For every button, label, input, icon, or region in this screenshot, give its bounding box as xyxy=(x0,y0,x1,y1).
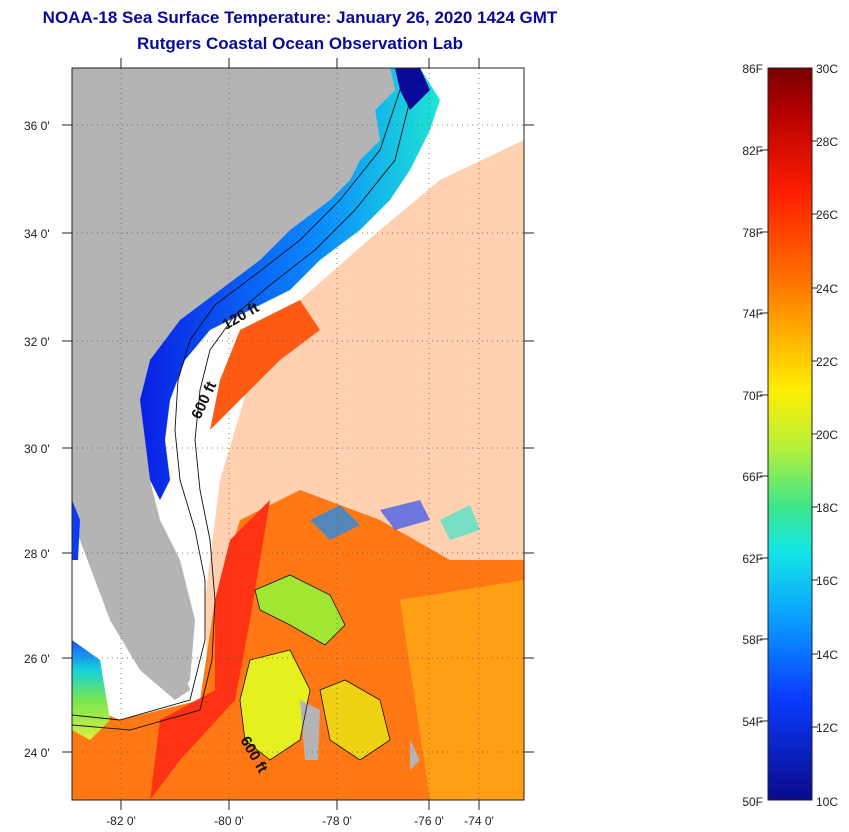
colorbar-f-label: 54F xyxy=(742,715,763,729)
colorbar-c-label: 14C xyxy=(816,648,838,662)
colorbar-c-label: 22C xyxy=(816,355,838,369)
lon-label: -80 0' xyxy=(214,814,244,828)
colorbar-c-label: 20C xyxy=(816,428,838,442)
colorbar-f-label: 86F xyxy=(742,62,763,76)
map-image xyxy=(72,68,524,800)
colorbar-c-label: 24C xyxy=(816,282,838,296)
colorbar-c-label: 12C xyxy=(816,721,838,735)
colorbar-f-label: 78F xyxy=(742,226,763,240)
colorbar-f-label: 66F xyxy=(742,470,763,484)
lat-label: 34 0' xyxy=(24,227,50,241)
map-subtitle: Rutgers Coastal Ocean Observation Lab xyxy=(137,34,463,53)
colorbar-f-label: 70F xyxy=(742,389,763,403)
colorbar-c-label: 30C xyxy=(816,62,838,76)
colorbar-f-label: 50F xyxy=(742,795,763,809)
colorbar-c-label: 16C xyxy=(816,574,838,588)
colorbar-c-label: 28C xyxy=(816,135,838,149)
lon-label: -76 0' xyxy=(414,814,444,828)
lon-label: -74 0' xyxy=(464,814,494,828)
lat-label: 32 0' xyxy=(24,335,50,349)
colorbar-f-label: 62F xyxy=(742,552,763,566)
colorbar-c-label: 18C xyxy=(816,501,838,515)
lat-label: 24 0' xyxy=(24,746,50,760)
lon-label: -78 0' xyxy=(322,814,352,828)
lat-label: 30 0' xyxy=(24,442,50,456)
map-title: NOAA-18 Sea Surface Temperature: January… xyxy=(42,8,558,27)
lat-label: 26 0' xyxy=(24,652,50,666)
lon-label: -82 0' xyxy=(106,814,136,828)
map-frame xyxy=(71,67,525,801)
lat-label: 36 0' xyxy=(24,119,50,133)
colorbar-f-label: 82F xyxy=(742,144,763,158)
colorbar-f-label: 58F xyxy=(742,633,763,647)
colorbar-f-label: 74F xyxy=(742,307,763,321)
lat-label: 28 0' xyxy=(24,547,50,561)
colorbar-c-label: 10C xyxy=(816,795,838,809)
colorbar xyxy=(767,67,813,801)
colorbar-c-label: 26C xyxy=(816,208,838,222)
